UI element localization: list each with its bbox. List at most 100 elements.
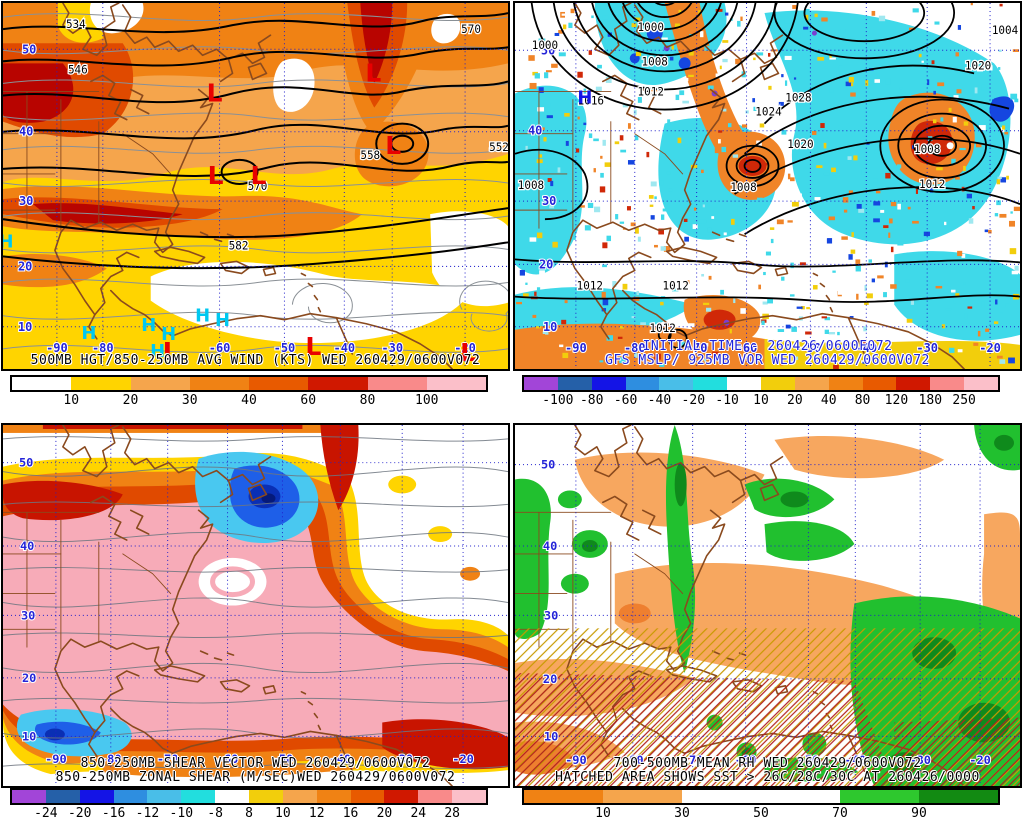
lat-label: 20 — [22, 671, 36, 685]
colorbar-segment — [896, 377, 931, 390]
lon-label: -30 — [916, 341, 938, 355]
br-caption: 700-500MB MEAN RH WED 260429/0600V072 HA… — [515, 757, 1020, 785]
high-pressure-symbol: H — [195, 306, 210, 327]
tr-caption-line1: INITIAL TIME - 260426/0600F072 — [642, 339, 893, 354]
colorbar-tick-label: -20 — [681, 393, 706, 408]
lat-label: 50 — [541, 458, 555, 472]
bl-colorbar: -24 -20 -16 -12 -10 -8 8 10 12 16 20 24 28 — [0, 788, 505, 821]
bl-caption-line1: 850-250MB SHEAR VECTOR WED 260429/0600V0… — [80, 756, 431, 771]
colorbar-segment — [524, 377, 558, 390]
high-pressure-symbol: H — [161, 324, 176, 345]
colorbar-segment — [181, 790, 216, 803]
tl-caption: 500MB HGT/850-250MB AVG WIND (KTS) WED 2… — [3, 354, 508, 368]
lat-label: 10 — [544, 729, 558, 743]
tr-colorbar-bar — [522, 375, 1000, 392]
colorbar-tick-label: 80 — [854, 393, 871, 408]
br-colorbar: 10 30 50 70 90 — [512, 788, 1017, 821]
lon-label: -20 — [452, 752, 474, 766]
colorbar-segment — [249, 377, 309, 390]
contour-label: 1012 — [638, 85, 664, 98]
lon-label: -60 — [735, 753, 757, 767]
colorbar-tick-label: -10 — [169, 806, 194, 821]
lon-label: -60 — [736, 341, 758, 355]
lat-label: 20 — [539, 257, 553, 271]
colorbar-segment — [113, 790, 148, 803]
lon-label: -20 — [969, 753, 991, 767]
bl-map-canvas: 50 40 30 20 10 -90 -80 -70 -60 -50 -40 -30 -20 — [3, 425, 508, 786]
colorbar-tick-label: 180 — [918, 393, 943, 408]
colorbar-segment — [71, 377, 131, 390]
low-pressure-symbol: L — [208, 161, 224, 190]
colorbar-tick-label: 10 — [63, 393, 80, 408]
contour-label: 1028 — [785, 92, 811, 105]
tr-caption: INITIAL TIME - 260426/0600F072 GFS MSLP/… — [515, 340, 1020, 368]
colorbar-tick-label: 20 — [787, 393, 803, 408]
lon-label: -20 — [454, 341, 476, 355]
lon-label: -80 — [100, 752, 122, 766]
bl-labels-layer: 50 40 30 20 10 -90 -80 -70 -60 -50 -40 -30 -20 — [3, 425, 508, 786]
lon-label: -60 — [209, 341, 231, 355]
colorbar-segment — [591, 377, 626, 390]
contour-label: 1020 — [965, 59, 991, 72]
colorbar-tick-label: -12 — [135, 806, 160, 821]
lat-label: 10 — [22, 729, 36, 743]
lon-label: -80 — [624, 341, 646, 355]
contour-label: 1012 — [650, 322, 676, 335]
tl-colorbar-ticks: 10 20 30 40 60 80 100 — [12, 393, 486, 408]
contour-label: 1024 — [755, 106, 782, 119]
tl-map-box: 50 40 30 20 10 -90 -80 -60 -50 -40 -30 -20 534 546 570… — [1, 1, 510, 371]
colorbar-segment — [557, 377, 592, 390]
tr-labels-layer: 50 40 30 20 10 -90 -80 -70 -60 -50 -40 -30 -20 1000 10… — [515, 3, 1020, 369]
lon-label: -90 — [565, 753, 587, 767]
contour-label: 1008 — [914, 143, 940, 156]
low-pressure-symbol: L — [163, 337, 179, 366]
br-caption-line2: HATCHED AREA SHOWS SST > 26C/28C/30C AT … — [555, 770, 980, 785]
lon-label: -80 — [622, 753, 644, 767]
lon-label: -90 — [565, 341, 587, 355]
lat-label: 50 — [19, 456, 33, 470]
colorbar-segment — [625, 377, 660, 390]
contour-label: 1012 — [662, 280, 688, 293]
colorbar-segment — [384, 790, 419, 803]
lat-label: 20 — [543, 672, 557, 686]
lon-label: -70 — [682, 753, 704, 767]
contour-label: 1008 — [730, 181, 756, 194]
colorbar-segment — [840, 790, 919, 803]
low-pressure-symbol: L — [460, 338, 476, 367]
colorbar-segment — [682, 790, 761, 803]
lat-label: 30 — [542, 194, 556, 208]
contour-label: 570 — [461, 23, 481, 36]
colorbar-segment — [12, 790, 46, 803]
lat-label: 30 — [21, 608, 35, 622]
colorbar-tick-label: 120 — [884, 393, 909, 408]
lon-label: -50 — [274, 341, 296, 355]
contour-label: 570 — [248, 180, 268, 193]
contour-label: 1012 — [577, 280, 603, 293]
colorbar-segment — [308, 377, 368, 390]
high-pressure-symbol: H — [141, 315, 156, 336]
tr-colorbar-ticks: -100 -80 -60 -40 -20 -10 10 20 40 80 120 180 250 — [524, 393, 998, 408]
lon-label: -80 — [92, 341, 114, 355]
lon-label: -90 — [45, 752, 67, 766]
colorbar-tick-label: -10 — [715, 393, 739, 408]
colorbar-segment — [524, 790, 603, 803]
br-colorbar-bar — [522, 788, 1000, 805]
colorbar-tick-label: 12 — [308, 806, 325, 821]
colorbar-tick-label: 30 — [674, 806, 690, 821]
lon-label: -50 — [272, 752, 294, 766]
colorbar-segment — [282, 790, 317, 803]
colorbar-segment — [12, 377, 72, 390]
colorbar-tick-label: -40 — [647, 393, 672, 408]
lon-label: -40 — [855, 341, 877, 355]
colorbar-segment — [727, 377, 762, 390]
lon-label: -90 — [46, 341, 68, 355]
colorbar-segment — [964, 377, 999, 390]
colorbar-segment — [79, 790, 114, 803]
colorbar-tick-label: -8 — [207, 806, 223, 821]
colorbar-segment — [828, 377, 863, 390]
lon-label: -70 — [157, 752, 179, 766]
colorbar-tick-label: 28 — [444, 806, 460, 821]
lat-label: 40 — [19, 125, 33, 139]
colorbar-tick-label: 10 — [595, 806, 611, 821]
colorbar-tick-label: 8 — [245, 806, 253, 821]
